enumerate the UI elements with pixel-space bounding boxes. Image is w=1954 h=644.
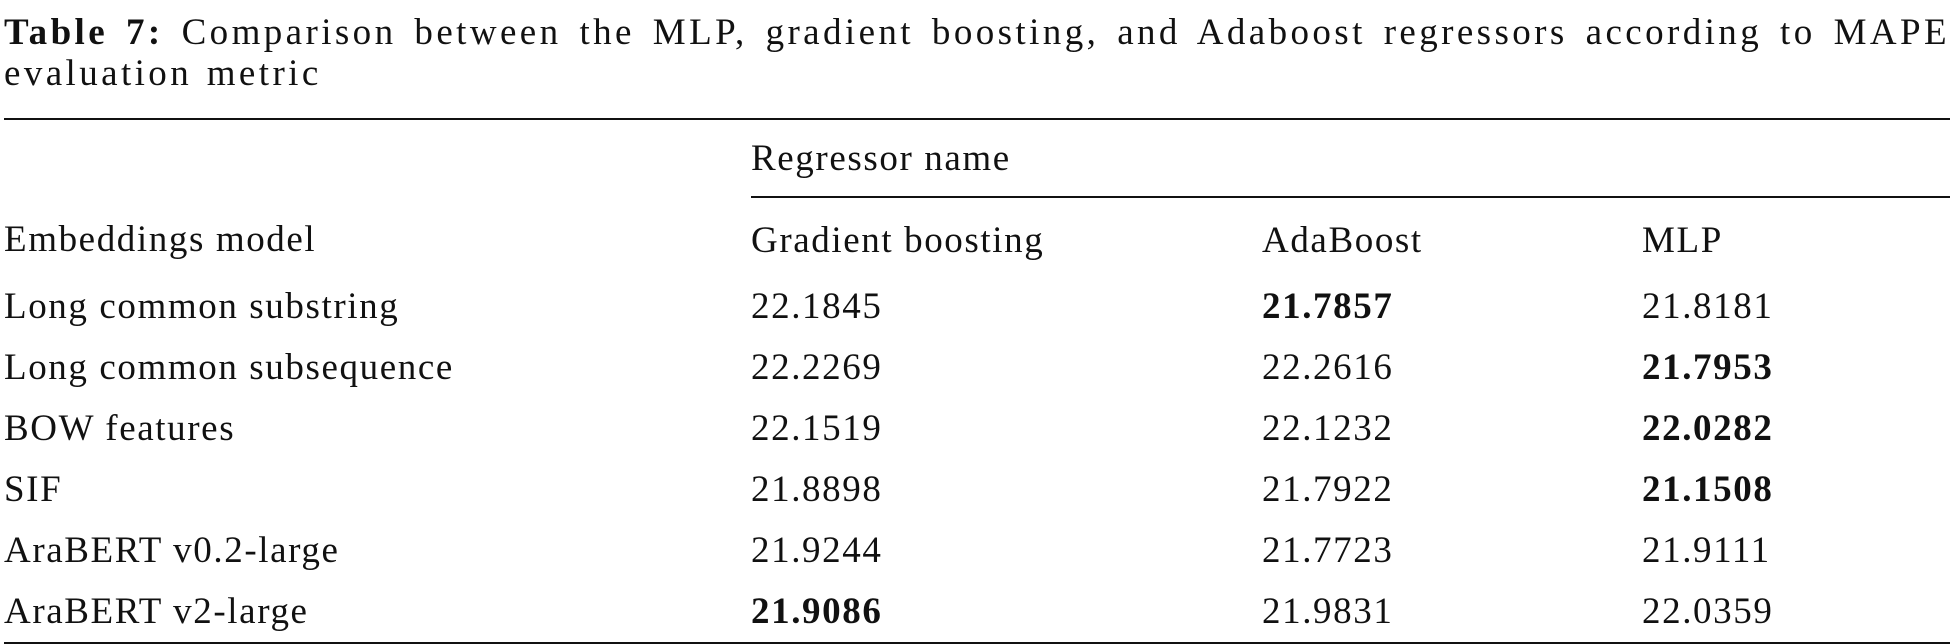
cell: 21.9111 [1642,530,1771,571]
header-row: Embeddings model Gradient boosting AdaBo… [4,197,1950,276]
table-row: Long common substring 22.1845 21.7857 21… [4,276,1950,337]
cell: 21.8898 [751,469,883,510]
column-header: MLP [1642,219,1723,261]
cell: 22.0359 [1642,581,1950,644]
cell: 21.8181 [1642,286,1774,327]
cell: SIF [4,469,63,510]
table-row: Long common subsequence 22.2269 22.2616 … [4,337,1950,398]
cell: Long common substring [4,286,400,327]
cell: 22.1232 [1262,408,1394,449]
caption-label: Table 7: [4,12,164,53]
cell: 21.7857 [1262,286,1394,327]
cell: 21.9086 [751,581,1262,644]
group-header-row: Regressor name [4,118,1950,198]
table-row: BOW features 22.1519 22.1232 22.0282 [4,398,1950,459]
table-row: AraBERT v0.2-large 21.9244 21.7723 21.91… [4,520,1950,581]
cell: 22.1845 [751,286,883,327]
cell: 21.1508 [1642,469,1774,510]
cell: AraBERT v0.2-large [4,530,340,571]
cell: BOW features [4,408,236,449]
empty-cell [4,118,751,197]
cell: 22.2269 [751,347,883,388]
table-row: SIF 21.8898 21.7922 21.1508 [4,459,1950,520]
table-row: AraBERT v2-large 21.9086 21.9831 22.0359 [4,581,1950,644]
results-table: Regressor name Embeddings model Gradient… [4,118,1950,644]
cell: 22.0282 [1642,408,1774,449]
cell: 22.2616 [1262,347,1394,388]
cell: 21.9244 [751,530,883,571]
cell: 21.7723 [1262,530,1394,571]
cell: Long common subsequence [4,347,454,388]
cell: 21.7953 [1642,347,1774,388]
column-header: AdaBoost [1262,219,1423,261]
group-header: Regressor name [751,118,1950,198]
column-header: Gradient boosting [751,219,1045,261]
caption-text: Comparison between the MLP, gradient boo… [4,12,1950,94]
cell: 21.9831 [1262,581,1642,644]
column-header: Embeddings model [4,219,317,260]
cell: 21.7922 [1262,469,1394,510]
cell: 22.1519 [751,408,883,449]
cell: AraBERT v2-large [4,581,751,644]
table-caption: Table 7: Comparison between the MLP, gra… [4,12,1950,94]
